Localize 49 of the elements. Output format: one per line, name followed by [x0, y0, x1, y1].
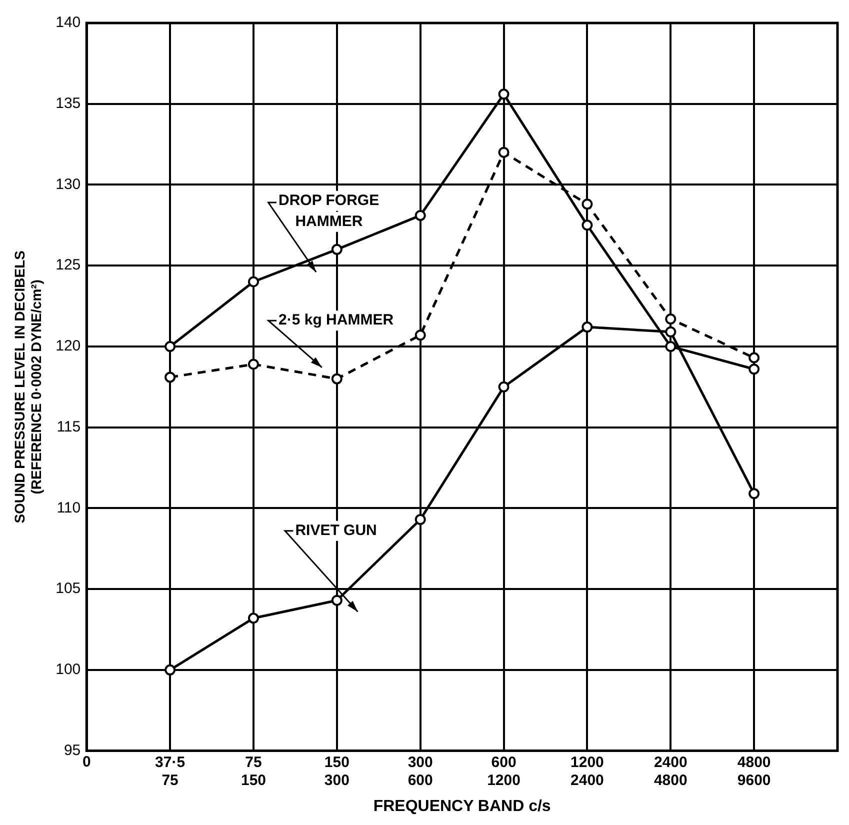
- point: [748, 488, 760, 500]
- series-label: RIVET GUN: [295, 522, 377, 539]
- x-tick-label: 1200 2400: [570, 754, 604, 789]
- point: [582, 322, 593, 333]
- y-tick-label: 100: [56, 661, 81, 678]
- y-tick-label: 95: [64, 742, 81, 759]
- point: [498, 88, 510, 100]
- x-tick-label: 300 600: [408, 754, 433, 789]
- y-tick-label: 140: [56, 14, 81, 32]
- y-tick-label: 110: [56, 499, 81, 516]
- text: 0: [82, 753, 91, 770]
- point: [331, 373, 342, 384]
- x-tick-label: 4800 9600: [737, 754, 771, 789]
- point: [665, 340, 676, 352]
- y-tick-label: 130: [56, 176, 81, 193]
- y-tick-label: 125: [56, 256, 81, 274]
- point: [331, 244, 342, 255]
- series-label: DROP FORGE HAMMER: [278, 192, 380, 230]
- y-tick-label: 115: [56, 418, 81, 436]
- point: [248, 358, 259, 370]
- point: [414, 514, 426, 526]
- series-label: 2·5 kg HAMMER: [278, 312, 394, 329]
- point: [164, 340, 176, 352]
- point: [164, 664, 176, 676]
- point: [582, 198, 593, 210]
- y-tick-label: 135: [56, 95, 81, 112]
- point: [331, 594, 342, 606]
- point: [748, 364, 760, 375]
- text: (REFERENCE 0·0002 DYNE/cm²): [28, 280, 44, 494]
- point: [748, 352, 760, 364]
- x-tick-label: 600 1200: [487, 754, 520, 789]
- x-tick-label: 75 150: [240, 754, 266, 789]
- point: [665, 326, 676, 338]
- y-tick-label: 105: [56, 580, 81, 598]
- point: [665, 313, 676, 324]
- x-axis-title: FREQUENCY BAND c/s: [373, 798, 551, 815]
- point: [248, 276, 259, 288]
- point: [164, 372, 176, 383]
- x-tick-label: 150 300: [324, 754, 350, 789]
- y-tick-label: 120: [56, 338, 81, 355]
- point: [498, 146, 510, 158]
- point: [414, 210, 426, 221]
- x-tick-label: 2400 4800: [654, 754, 688, 789]
- point: [498, 381, 510, 392]
- y-axis-title: SOUND PRESSURE LEVEL IN DECIBELS: [11, 250, 28, 524]
- point: [414, 330, 426, 341]
- x-tick-label: 37·5 75: [155, 754, 186, 789]
- point: [248, 612, 259, 624]
- point: [582, 220, 593, 231]
